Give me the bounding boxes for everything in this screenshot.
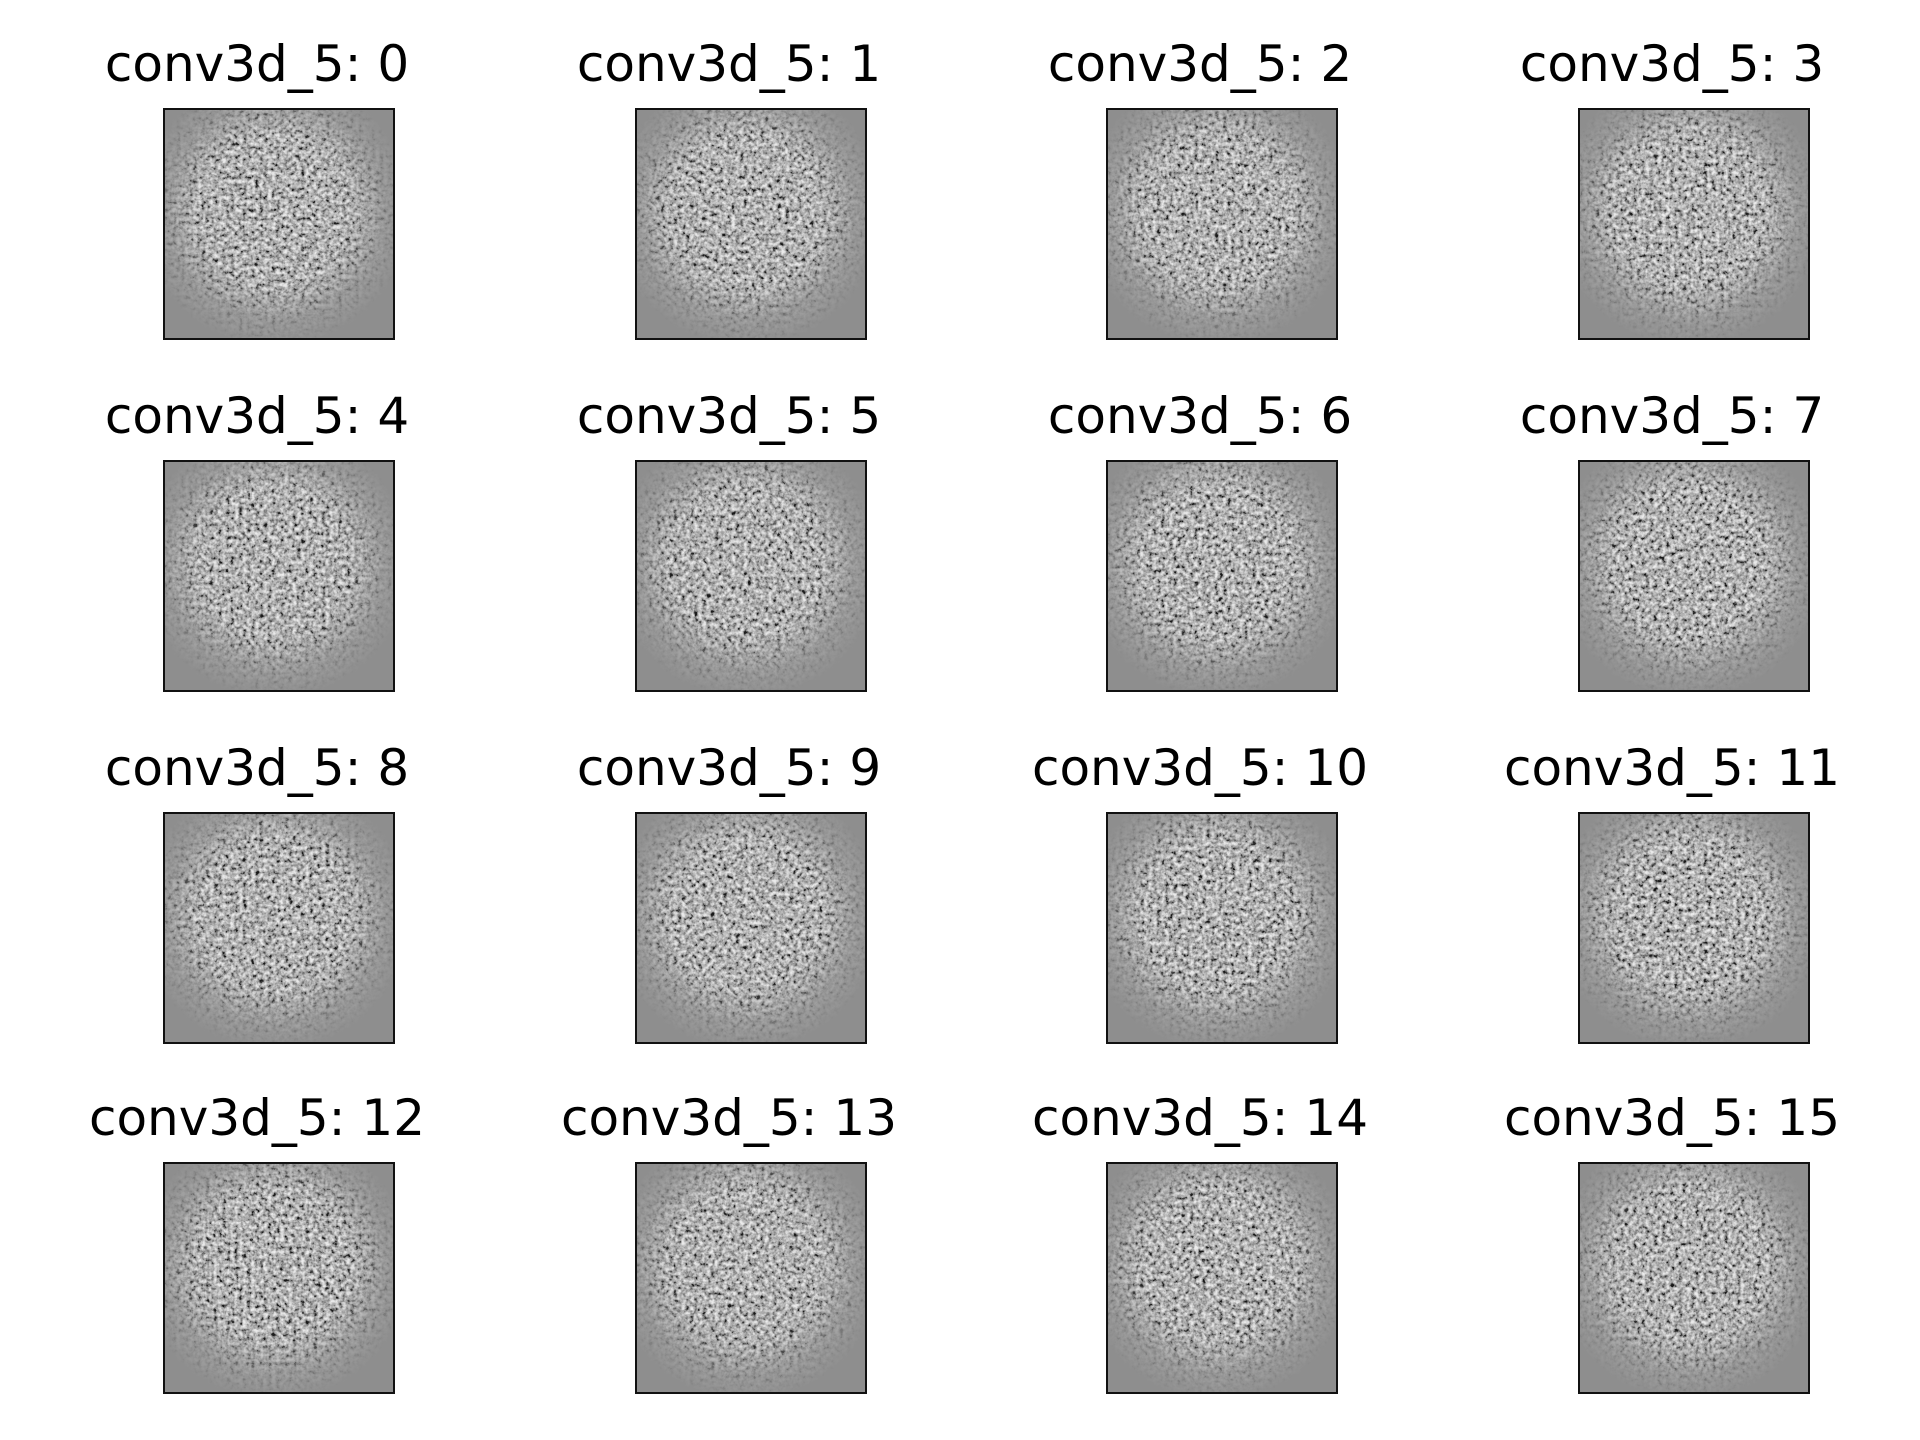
panel-title: conv3d_5: 3 xyxy=(1519,35,1825,93)
feature-map-panel: conv3d_5: 4 xyxy=(22,372,492,692)
panel-title: conv3d_5: 2 xyxy=(1047,35,1353,93)
feature-map-panel: conv3d_5: 14 xyxy=(965,1074,1435,1394)
feature-map-panel: conv3d_5: 11 xyxy=(1437,724,1907,1044)
feature-map-panel: conv3d_5: 9 xyxy=(494,724,964,1044)
panel-title: conv3d_5: 14 xyxy=(1031,1089,1369,1147)
feature-map-image xyxy=(1106,460,1338,692)
feature-map-image xyxy=(1106,1162,1338,1394)
feature-map-image xyxy=(1578,460,1810,692)
feature-map-panel: conv3d_5: 8 xyxy=(22,724,492,1044)
panel-title: conv3d_5: 10 xyxy=(1031,739,1369,797)
feature-map-image xyxy=(1578,108,1810,340)
panel-title: conv3d_5: 8 xyxy=(104,739,410,797)
feature-map-image xyxy=(635,108,867,340)
feature-map-panel: conv3d_5: 7 xyxy=(1437,372,1907,692)
feature-map-image xyxy=(163,1162,395,1394)
feature-map-image xyxy=(1106,108,1338,340)
feature-map-image xyxy=(163,108,395,340)
feature-map-panel: conv3d_5: 3 xyxy=(1437,20,1907,340)
feature-map-panel: conv3d_5: 13 xyxy=(494,1074,964,1394)
feature-map-panel: conv3d_5: 0 xyxy=(22,20,492,340)
feature-map-panel: conv3d_5: 5 xyxy=(494,372,964,692)
panel-title: conv3d_5: 15 xyxy=(1503,1089,1841,1147)
panel-title: conv3d_5: 7 xyxy=(1519,387,1825,445)
panel-title: conv3d_5: 5 xyxy=(576,387,882,445)
feature-map-image xyxy=(635,1162,867,1394)
panel-title: conv3d_5: 11 xyxy=(1503,739,1841,797)
panel-title: conv3d_5: 9 xyxy=(576,739,882,797)
feature-map-image xyxy=(1578,812,1810,1044)
feature-map-image xyxy=(163,460,395,692)
feature-map-panel: conv3d_5: 12 xyxy=(22,1074,492,1394)
panel-title: conv3d_5: 6 xyxy=(1047,387,1353,445)
feature-map-image xyxy=(1106,812,1338,1044)
panel-title: conv3d_5: 12 xyxy=(88,1089,426,1147)
feature-map-image xyxy=(163,812,395,1044)
feature-map-image xyxy=(635,460,867,692)
panel-title: conv3d_5: 0 xyxy=(104,35,410,93)
panel-title: conv3d_5: 1 xyxy=(576,35,882,93)
feature-map-image xyxy=(635,812,867,1044)
panel-title: conv3d_5: 13 xyxy=(560,1089,898,1147)
feature-map-image xyxy=(1578,1162,1810,1394)
feature-map-panel: conv3d_5: 2 xyxy=(965,20,1435,340)
feature-map-panel: conv3d_5: 6 xyxy=(965,372,1435,692)
panel-title: conv3d_5: 4 xyxy=(104,387,410,445)
feature-map-panel: conv3d_5: 1 xyxy=(494,20,964,340)
feature-map-panel: conv3d_5: 10 xyxy=(965,724,1435,1044)
feature-map-panel: conv3d_5: 15 xyxy=(1437,1074,1907,1394)
